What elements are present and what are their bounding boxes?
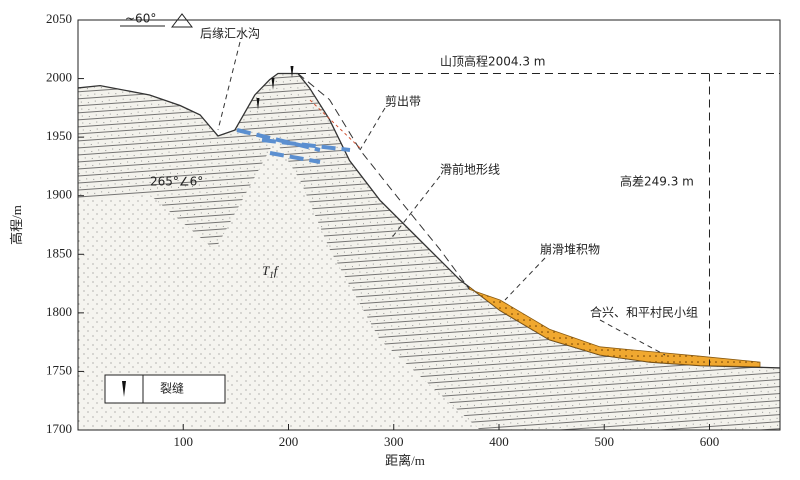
x-tick-label: 500 bbox=[594, 434, 614, 449]
slip-arrow bbox=[261, 138, 351, 152]
y-tick-label: 2050 bbox=[46, 11, 72, 26]
slip-arrow bbox=[269, 151, 321, 164]
legend-crack bbox=[122, 381, 126, 397]
annotation: 265°∠6° bbox=[150, 175, 203, 189]
annotation: 合兴、和平村民小组 bbox=[590, 305, 698, 320]
leader-line bbox=[217, 41, 241, 131]
annotation: 山顶高程2004.3 m bbox=[440, 54, 546, 69]
axes-frame bbox=[77, 19, 781, 431]
y-tick-label: 1900 bbox=[46, 187, 72, 202]
x-axis-label: 距离/m bbox=[385, 453, 425, 468]
crack bbox=[271, 78, 275, 90]
legend-label: 裂缝 bbox=[160, 381, 184, 396]
y-tick-label: 1700 bbox=[46, 421, 72, 436]
leader-line bbox=[359, 107, 386, 151]
crack bbox=[256, 98, 260, 110]
annotation: ~60° bbox=[125, 12, 156, 26]
annotation: 崩滑堆积物 bbox=[540, 243, 600, 257]
x-tick-label: 400 bbox=[489, 434, 509, 449]
annotation: 后缘汇水沟 bbox=[200, 27, 260, 41]
stratum-core bbox=[78, 140, 480, 430]
annotation: 剪出带 bbox=[385, 94, 421, 109]
leader-line bbox=[599, 319, 666, 356]
y-tick-label: 2000 bbox=[46, 70, 72, 85]
x-tick-label: 300 bbox=[384, 434, 404, 449]
y-axis-label: 高程/m bbox=[9, 205, 24, 245]
leader-line bbox=[504, 257, 546, 301]
annotation: 滑前地形线 bbox=[440, 162, 500, 177]
crack bbox=[290, 66, 294, 78]
y-tick-label: 1950 bbox=[46, 128, 72, 143]
stratum-label: T1f bbox=[262, 263, 280, 280]
dip-symbol bbox=[170, 13, 194, 28]
plot-area bbox=[77, 13, 781, 431]
annotation: 高差249.3 m bbox=[620, 174, 694, 189]
x-tick-label: 100 bbox=[173, 434, 193, 449]
y-tick-label: 1850 bbox=[46, 245, 72, 260]
stratum-suffix: f bbox=[274, 263, 280, 278]
x-tick-label: 600 bbox=[700, 434, 720, 449]
y-tick-label: 1800 bbox=[46, 304, 72, 319]
x-tick-label: 200 bbox=[279, 434, 299, 449]
stratum-sub: 1 bbox=[269, 270, 274, 280]
leader-line bbox=[389, 175, 441, 241]
y-tick-label: 1750 bbox=[46, 362, 72, 377]
pre-slide-line bbox=[297, 73, 470, 290]
deposit bbox=[469, 286, 761, 368]
stratum-symbol: T bbox=[262, 263, 270, 278]
